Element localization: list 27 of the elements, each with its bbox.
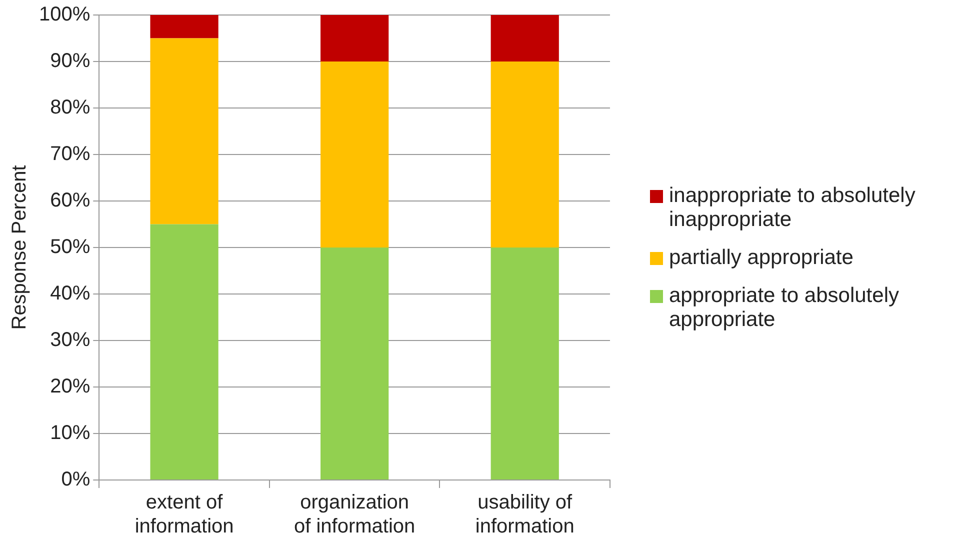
y-tick-label: 0% — [61, 468, 90, 491]
y-tick-label: 60% — [50, 190, 90, 212]
y-tick-label: 20% — [50, 376, 90, 398]
bar — [490, 15, 559, 62]
y-tick-label: 70% — [50, 143, 90, 166]
x-tick-label: extent of information — [134, 492, 234, 538]
y-axis-title: Response Percent — [8, 164, 31, 330]
x-tick-label: organization of information — [294, 492, 416, 538]
bar — [490, 62, 559, 248]
y-tick-label: 90% — [50, 50, 90, 72]
y-tick-label: 10% — [50, 422, 90, 444]
bar — [320, 62, 389, 248]
bar — [320, 248, 389, 480]
y-tick-label: 50% — [50, 236, 90, 258]
bar — [490, 248, 559, 480]
y-tick-label: 40% — [50, 282, 90, 305]
y-tick-label: 30% — [50, 329, 90, 352]
bar — [150, 15, 218, 38]
legend-label: appropriate to absolutely appropriate — [669, 284, 900, 332]
x-tick-label: usability of information — [475, 492, 574, 538]
bar — [150, 38, 218, 224]
y-tick-label: 80% — [50, 96, 90, 119]
legend-label: inappropriate to absolutely inappropriate — [669, 184, 916, 232]
legend-label: partially appropriate — [669, 246, 854, 270]
bar — [320, 15, 389, 62]
y-tick-label: 100% — [38, 4, 90, 26]
bar — [150, 224, 218, 480]
